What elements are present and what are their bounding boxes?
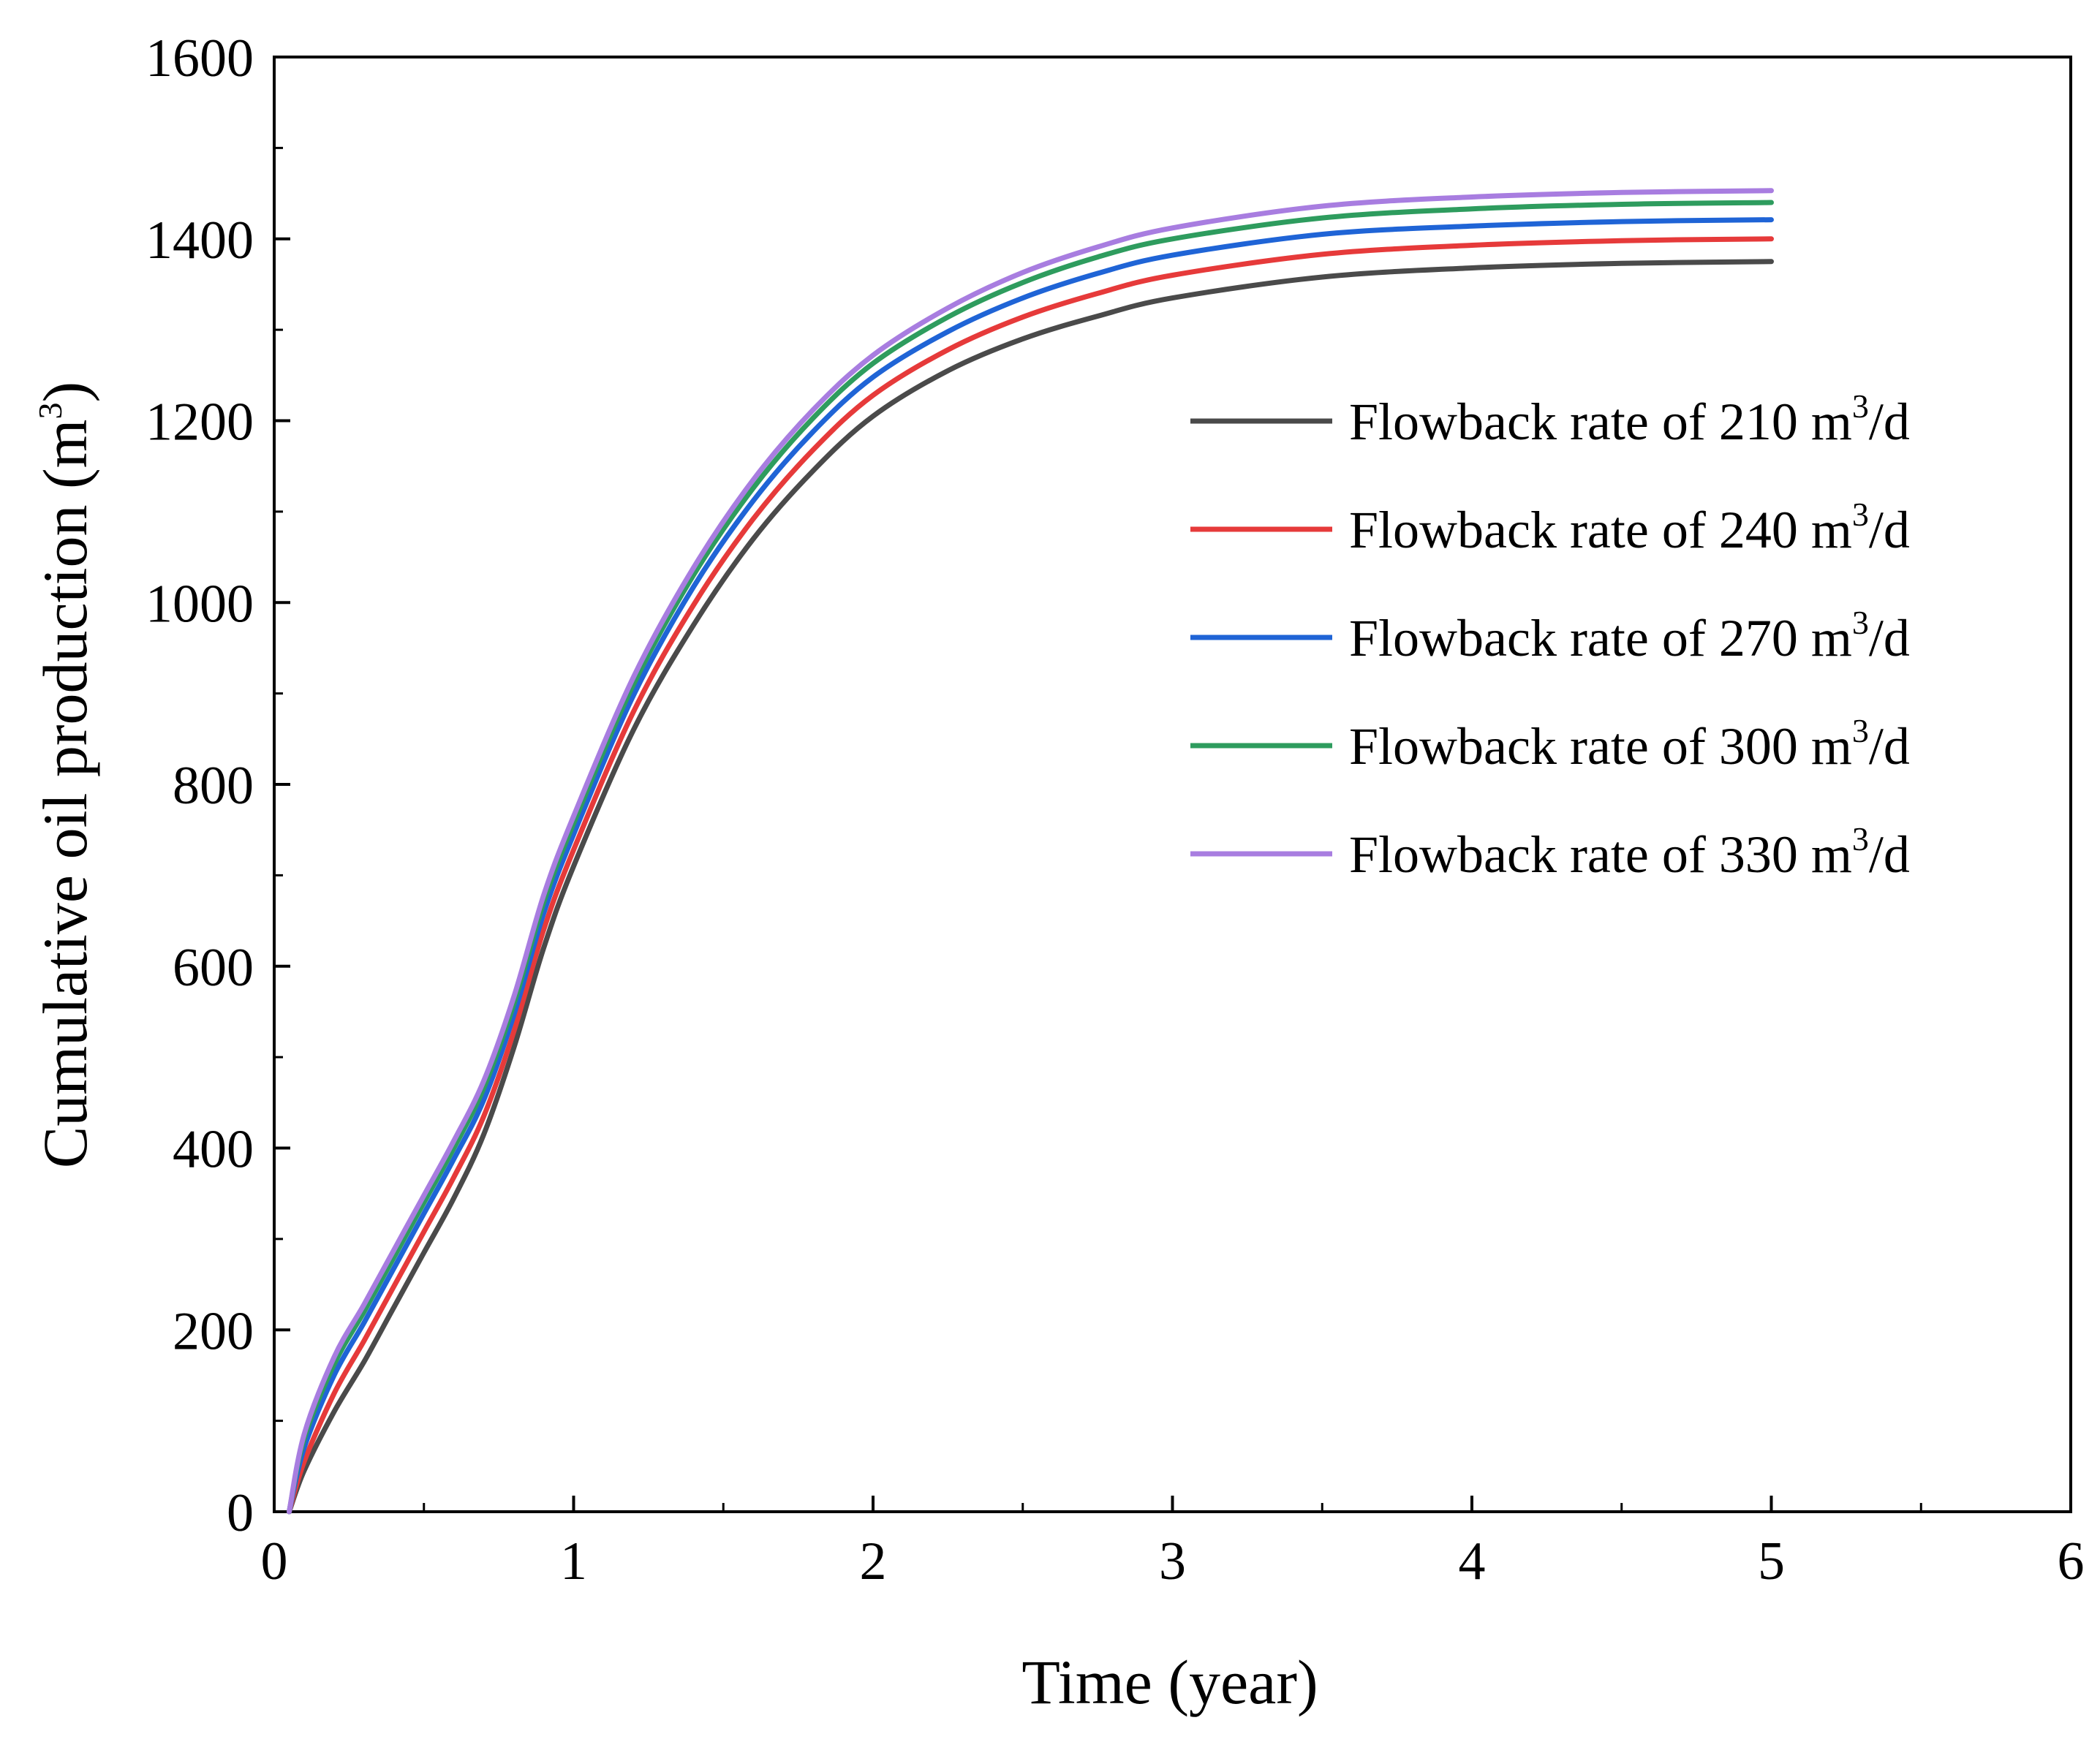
legend-label-end: /d — [1869, 609, 1910, 667]
legend-label-2: Flowback rate of 240 m3/d — [1349, 496, 1910, 559]
legend-label-end: /d — [1869, 501, 1910, 559]
legend-label-4: Flowback rate of 300 m3/d — [1349, 712, 1910, 776]
x-tick-label: 3 — [1159, 1531, 1186, 1591]
y-tick-label: 200 — [173, 1301, 254, 1361]
series-line-2 — [287, 236, 1774, 1515]
legend-label-5: Flowback rate of 330 m3/d — [1349, 820, 1910, 884]
x-tick-label: 0 — [261, 1531, 288, 1591]
x-tick-label: 2 — [860, 1531, 887, 1591]
series-line-5 — [287, 188, 1774, 1515]
x-tick-label: 4 — [1459, 1531, 1486, 1591]
x-tick-label: 6 — [2058, 1531, 2085, 1591]
x-axis-title: Time (year) — [1021, 1647, 1318, 1717]
legend-label-sup: 3 — [1852, 496, 1869, 533]
y-tick-label: 1000 — [146, 574, 254, 634]
series-line-1 — [287, 259, 1774, 1515]
legend-label-3: Flowback rate of 270 m3/d — [1349, 604, 1910, 667]
x-tick-label: 5 — [1758, 1531, 1785, 1591]
y-tick-label: 0 — [227, 1483, 254, 1543]
legend-label-main: Flowback rate of 330 m — [1349, 825, 1852, 884]
y-axis-title-main: Cumulative oil production (m — [30, 419, 100, 1168]
y-tick-label: 800 — [173, 756, 254, 816]
y-axis-title-sup: 3 — [31, 402, 69, 419]
y-axis-title-end: ) — [30, 382, 100, 403]
legend-label-main: Flowback rate of 270 m — [1349, 609, 1852, 667]
y-tick-label: 600 — [173, 938, 254, 998]
legend-label-sup: 3 — [1852, 712, 1869, 749]
series-lines — [287, 188, 1774, 1515]
legend-label-main: Flowback rate of 240 m — [1349, 501, 1852, 559]
legend-label-sup: 3 — [1852, 604, 1869, 641]
y-axis-ticks: 0 200 400 600 800 1000 1200 1400 1600 — [146, 29, 290, 1543]
legend-label-1: Flowback rate of 210 m3/d — [1349, 387, 1910, 451]
legend-label-main: Flowback rate of 210 m — [1349, 393, 1852, 451]
y-tick-label: 1400 — [146, 211, 254, 270]
legend-label-sup: 3 — [1852, 820, 1869, 857]
legend-label-main: Flowback rate of 300 m — [1349, 717, 1852, 776]
x-axis-ticks: 0 1 2 3 4 5 6 — [261, 1496, 2085, 1591]
y-tick-label: 400 — [173, 1120, 254, 1180]
legend-label-end: /d — [1869, 825, 1910, 884]
legend-label-end: /d — [1869, 717, 1910, 776]
y-axis-title: Cumulative oil production (m3) — [30, 382, 100, 1168]
legend-label-end: /d — [1869, 393, 1910, 451]
y-tick-label: 1200 — [146, 393, 254, 452]
series-line-3 — [287, 217, 1774, 1515]
y-tick-label: 1600 — [146, 29, 254, 88]
legend-label-sup: 3 — [1852, 387, 1869, 425]
series-line-4 — [287, 200, 1774, 1515]
x-tick-label: 1 — [560, 1531, 587, 1591]
